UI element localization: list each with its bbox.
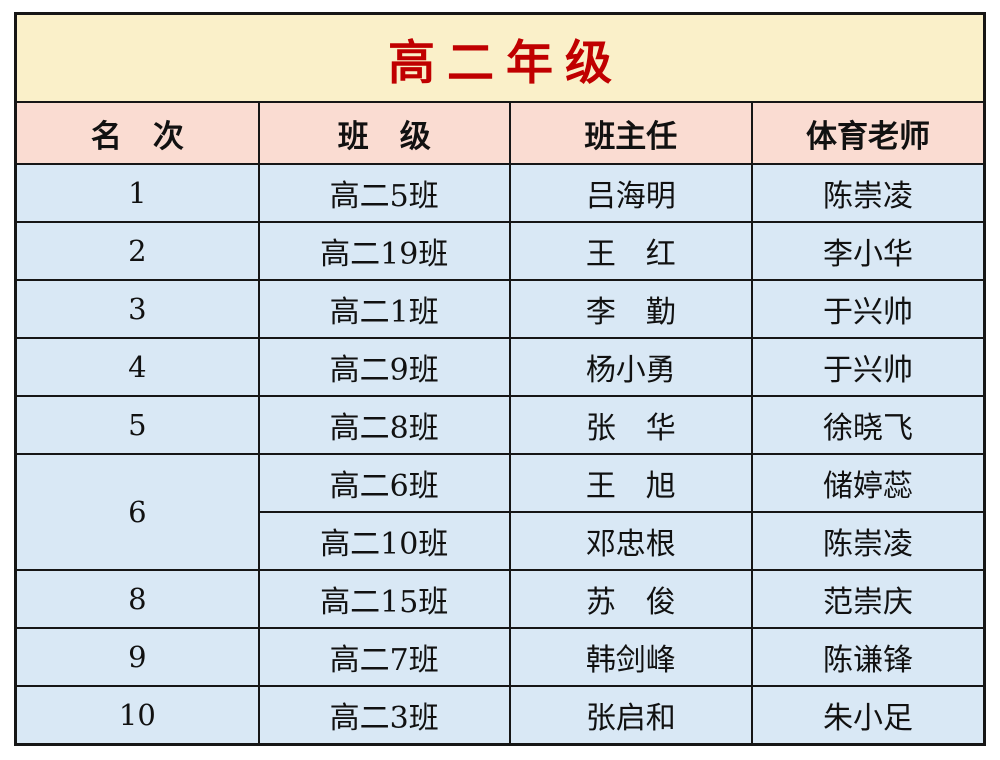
title-row: 高二年级 (14, 12, 986, 103)
head-teacher-cell: 邓忠根 (508, 510, 753, 571)
table-row: 10 高二3班 张启和 朱小足 (14, 684, 986, 746)
class-cell: 高二5班 (257, 163, 511, 223)
rank-cell-merged: 6 (14, 452, 260, 571)
rank-cell: 10 (14, 684, 260, 746)
column-header-class: 班 级 (257, 101, 511, 165)
table-row: 高二10班 邓忠根 陈崇凌 (16, 510, 986, 571)
table-title: 高二年级 (14, 12, 986, 103)
rank-cell: 4 (14, 336, 260, 397)
table-row: 9 高二7班 韩剑峰 陈谦锋 (14, 626, 986, 687)
pe-teacher-cell: 于兴帅 (750, 278, 986, 339)
head-teacher-cell: 王 旭 (508, 452, 753, 513)
rank-cell: 3 (14, 278, 260, 339)
class-cell: 高二9班 (257, 336, 511, 397)
table-row: 1 高二5班 吕海明 陈崇凌 (14, 163, 986, 223)
rank-cell: 8 (14, 568, 260, 629)
head-teacher-cell: 吕海明 (508, 163, 753, 223)
grade-ranking-table: 高二年级 名 次 班 级 班主任 体育老师 1 高二5班 吕海明 陈崇凌 2 高… (14, 12, 986, 746)
pe-teacher-cell: 范崇庆 (750, 568, 986, 629)
class-cell: 高二19班 (257, 220, 511, 281)
class-cell: 高二3班 (257, 684, 511, 746)
rank-cell: 1 (14, 163, 260, 223)
head-teacher-cell: 苏 俊 (508, 568, 753, 629)
class-cell: 高二8班 (257, 394, 511, 455)
head-teacher-cell: 王 红 (508, 220, 753, 281)
class-cell: 高二15班 (257, 568, 511, 629)
rank-cell: 5 (14, 394, 260, 455)
class-cell: 高二10班 (257, 510, 511, 571)
table-row: 8 高二15班 苏 俊 范崇庆 (14, 568, 986, 629)
pe-teacher-cell: 徐晓飞 (750, 394, 986, 455)
head-teacher-cell: 李 勤 (508, 278, 753, 339)
pe-teacher-cell: 朱小足 (750, 684, 986, 746)
table-row: 3 高二1班 李 勤 于兴帅 (14, 278, 986, 339)
rank-cell: 9 (14, 626, 260, 687)
head-teacher-cell: 韩剑峰 (508, 626, 753, 687)
pe-teacher-cell: 陈谦锋 (750, 626, 986, 687)
header-row: 名 次 班 级 班主任 体育老师 (14, 101, 986, 165)
column-header-pe-teacher: 体育老师 (750, 101, 986, 165)
pe-teacher-cell: 于兴帅 (750, 336, 986, 397)
head-teacher-cell: 张启和 (508, 684, 753, 746)
table-row: 6 高二6班 王 旭 储婷蕊 (14, 452, 986, 571)
pe-teacher-cell: 储婷蕊 (750, 452, 986, 513)
pe-teacher-cell: 陈崇凌 (750, 510, 986, 571)
class-cell: 高二1班 (257, 278, 511, 339)
table-row: 4 高二9班 杨小勇 于兴帅 (14, 336, 986, 397)
table-row: 5 高二8班 张 华 徐晓飞 (14, 394, 986, 455)
head-teacher-cell: 杨小勇 (508, 336, 753, 397)
class-cell: 高二7班 (257, 626, 511, 687)
pe-teacher-cell: 陈崇凌 (750, 163, 986, 223)
table-row: 2 高二19班 王 红 李小华 (14, 220, 986, 281)
column-header-head-teacher: 班主任 (508, 101, 753, 165)
pe-teacher-cell: 李小华 (750, 220, 986, 281)
class-cell: 高二6班 (257, 452, 511, 513)
column-header-rank: 名 次 (14, 101, 260, 165)
rank-cell: 2 (14, 220, 260, 281)
head-teacher-cell: 张 华 (508, 394, 753, 455)
